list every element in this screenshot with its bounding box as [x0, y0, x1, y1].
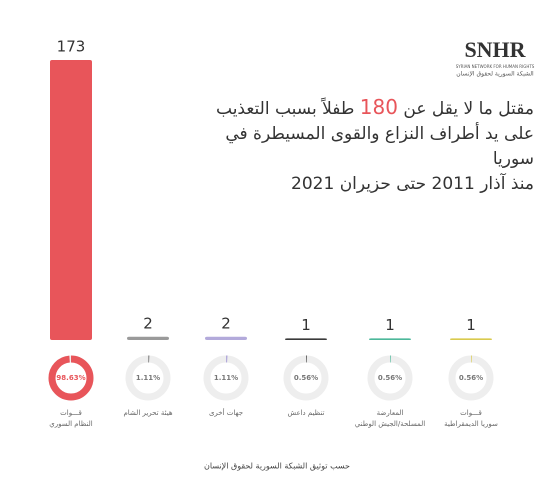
category-label: هيئة تحرير الشام [123, 409, 172, 417]
category-label: تنظيم داعش [288, 409, 325, 417]
value-label: 1 [385, 316, 395, 334]
donut-arc [125, 355, 171, 401]
value-label: 173 [57, 38, 86, 56]
share-label: 1.11% [214, 374, 238, 382]
donut-arc [448, 355, 494, 401]
subtitle-line: منذ آذار 2011 حتى حزيران 2021 [291, 174, 534, 194]
logo-name: SNHR [464, 37, 526, 62]
bar [205, 336, 247, 340]
title: مقتل ما لا يقل عن 180 طفلاً بسبب التعذيب… [204, 95, 534, 197]
title-text: طفلاً بسبب التعذيب [216, 99, 355, 119]
share-label: 1.11% [136, 374, 160, 382]
donut-arc [367, 355, 413, 401]
category-label: المعارضة [377, 409, 404, 417]
title-text: مقتل ما لا يقل عن [403, 99, 534, 119]
logo-subtitle: SYRIAN NETWORK FOR HUMAN RIGHTS [456, 64, 535, 69]
bar [369, 338, 411, 340]
donut-arc [48, 355, 94, 401]
bar [50, 60, 92, 340]
category-label: المسلحة/الجيش الوطني [355, 420, 425, 428]
subtitle-line: على يد أطراف النزاع والقوى المسيطرة في س… [225, 124, 534, 169]
category-label: قـــوات [60, 409, 82, 417]
value-label: 1 [301, 316, 311, 334]
donut-arc [203, 355, 249, 401]
category-label: جهات أخرى [209, 408, 243, 417]
value-label: 2 [143, 314, 153, 332]
bar [285, 338, 327, 340]
category-label: النظام السوري [49, 420, 92, 428]
title-line: مقتل ما لا يقل عن 180 طفلاً بسبب التعذيب [204, 95, 534, 122]
share-label: 98.63% [56, 374, 85, 382]
share-label: 0.56% [459, 374, 483, 382]
category-label: سوريا الديمقراطية [444, 420, 498, 428]
value-label: 1 [466, 316, 476, 334]
donut-arc [283, 355, 329, 401]
category-label: قـــوات [460, 409, 482, 417]
source: حسب توثيق الشبكة السورية لحقوق الإنسان [204, 462, 350, 472]
logo-arabic: الشبكة السورية لحقوق الإنسان [456, 71, 534, 78]
bar [127, 336, 169, 340]
bar [450, 338, 492, 340]
share-label: 0.56% [378, 374, 402, 382]
value-label: 2 [221, 314, 231, 332]
title-highlight: 180 [359, 95, 398, 119]
share-label: 0.56% [294, 374, 318, 382]
